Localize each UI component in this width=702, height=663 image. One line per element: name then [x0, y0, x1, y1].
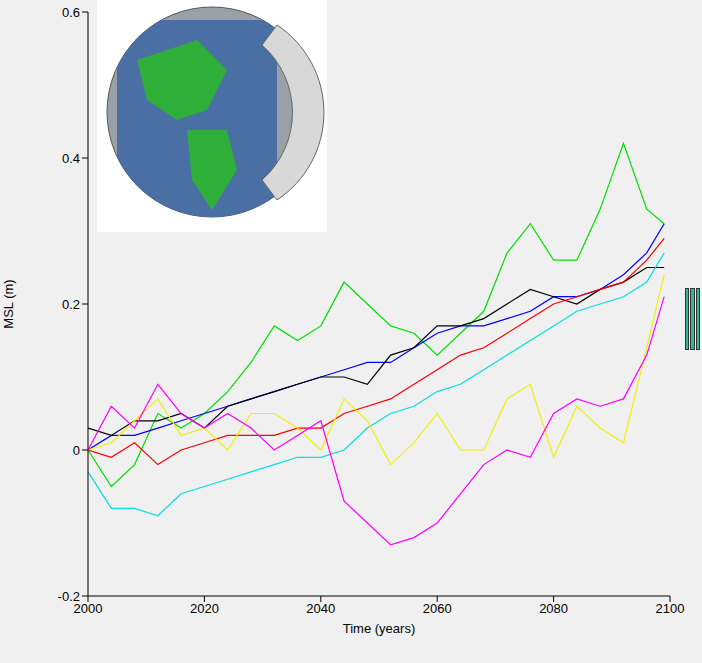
svg-text:0: 0 — [73, 443, 80, 458]
svg-text:2080: 2080 — [539, 601, 568, 616]
svg-text:2000: 2000 — [73, 601, 103, 617]
svg-text:0.4: 0.4 — [62, 151, 80, 166]
svg-text:0.6: 0.6 — [62, 5, 80, 20]
svg-text:2020: 2020 — [190, 601, 219, 616]
svg-text:MSL (m): MSL (m) — [1, 279, 16, 328]
svg-text:-0.2: -0.2 — [58, 589, 80, 604]
svg-text:2060: 2060 — [423, 601, 452, 616]
svg-text:2040: 2040 — [306, 601, 335, 616]
svg-text:Time (years): Time (years) — [343, 621, 415, 636]
svg-text:2100: 2100 — [656, 601, 685, 616]
svg-text:0.2: 0.2 — [62, 297, 80, 312]
